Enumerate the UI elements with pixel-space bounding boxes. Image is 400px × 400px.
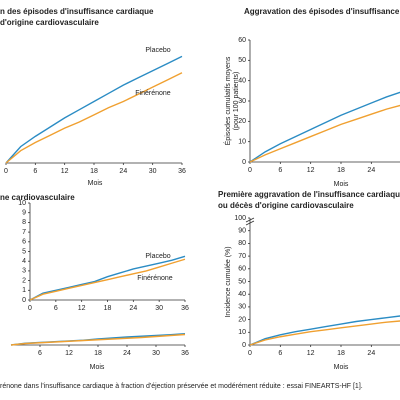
y-axis-label: Épisodes cumulatifs moyens (223, 56, 232, 145)
y-tick-label: 2 (22, 277, 26, 284)
y-tick-label: 50 (238, 57, 246, 64)
y-tick-label: 90 (238, 228, 246, 235)
x-tick-label: 6 (54, 305, 58, 312)
x-axis-label: Mois (334, 364, 349, 371)
x-axis-label: Mois (334, 181, 349, 188)
chart-title: d'origine cardiovasculaire (0, 18, 99, 27)
chart-title: ou décès d'origine cardiovasculaire (218, 201, 354, 210)
x-tick-label: 24 (129, 305, 137, 312)
y-tick-label: 10 (238, 329, 246, 336)
y-axis-label: (pour 100 patients) (233, 72, 240, 131)
x-tick-label: 6 (38, 350, 42, 357)
series-line (249, 91, 400, 163)
x-tick-label: 36 (181, 350, 189, 357)
y-tick-label: 70 (238, 253, 246, 260)
x-tick-label: 24 (367, 167, 375, 174)
x-tick-label: 6 (278, 167, 282, 174)
x-tick-label: 18 (337, 167, 345, 174)
x-tick-label: 12 (78, 305, 86, 312)
y-tick-label: 0 (22, 297, 26, 304)
x-tick-label: 18 (94, 350, 102, 357)
chart-title: Première aggravation de l'insuffisance c… (218, 190, 400, 199)
x-tick-label: 18 (337, 350, 345, 357)
y-tick-label: 60 (238, 37, 246, 44)
series-label: Finérénone (137, 275, 173, 282)
y-tick-label: 30 (238, 304, 246, 311)
series-line (249, 315, 400, 346)
x-axis-label: Mois (90, 364, 105, 371)
series-line (249, 320, 400, 346)
x-tick-label: 0 (28, 305, 32, 312)
series-line (29, 255, 186, 301)
x-tick-label: 18 (90, 168, 98, 175)
x-tick-label: 24 (123, 350, 131, 357)
x-tick-label: 36 (178, 168, 186, 175)
y-tick-label: 20 (238, 118, 246, 125)
y-tick-label: 30 (238, 98, 246, 105)
y-tick-label: 10 (238, 139, 246, 146)
x-tick-label: 30 (152, 350, 160, 357)
x-tick-label: 6 (278, 350, 282, 357)
chart-title: Aggravation des épisodes d'insuffisance … (244, 7, 400, 16)
x-tick-label: 12 (307, 350, 315, 357)
x-tick-label: 36 (181, 305, 189, 312)
x-tick-label: 0 (4, 168, 8, 175)
y-tick-label: 3 (22, 268, 26, 275)
y-tick-label: 10 (18, 200, 26, 207)
y-tick-label: 0 (242, 159, 246, 166)
x-tick-label: 24 (367, 350, 375, 357)
y-tick-label: 40 (238, 78, 246, 85)
x-tick-label: 12 (61, 168, 69, 175)
chart-title: ne cardiovasculaire (0, 193, 75, 202)
y-tick-label: 5 (22, 248, 26, 255)
y-tick-label: 100 (234, 215, 246, 222)
y-tick-label: 20 (238, 316, 246, 323)
series-label: Placebo (145, 47, 170, 54)
x-tick-label: 18 (104, 305, 112, 312)
x-tick-label: 0 (248, 167, 252, 174)
series-label: Placebo (145, 253, 170, 260)
x-tick-label: 0 (248, 350, 252, 357)
x-tick-label: 12 (65, 350, 73, 357)
series-line (29, 258, 186, 301)
series-line (5, 72, 183, 164)
y-tick-label: 1 (22, 287, 26, 294)
x-tick-label: 6 (33, 168, 37, 175)
caption: rénone dans l'insuffisance cardiaque à f… (0, 383, 363, 390)
x-tick-label: 30 (155, 305, 163, 312)
y-tick-label: 6 (22, 239, 26, 246)
series-line (5, 55, 183, 164)
y-axis-label: Incidence cumulée (%) (225, 246, 232, 317)
y-tick-label: 50 (238, 278, 246, 285)
y-tick-label: 8 (22, 219, 26, 226)
x-tick-label: 12 (307, 167, 315, 174)
series-line (249, 104, 400, 163)
y-tick-label: 40 (238, 291, 246, 298)
y-tick-label: 0 (242, 342, 246, 349)
y-tick-label: 80 (238, 240, 246, 247)
x-tick-label: 30 (149, 168, 157, 175)
series-label: Finérénone (135, 90, 171, 97)
y-tick-label: 7 (22, 229, 26, 236)
x-axis-label: Mois (88, 180, 103, 187)
x-tick-label: 24 (119, 168, 127, 175)
y-tick-label: 4 (22, 258, 26, 265)
chart-title: n des épisodes d'insuffisance cardiaque (0, 7, 154, 16)
series-line (10, 333, 186, 346)
y-tick-label: 9 (22, 210, 26, 217)
y-tick-label: 60 (238, 266, 246, 273)
